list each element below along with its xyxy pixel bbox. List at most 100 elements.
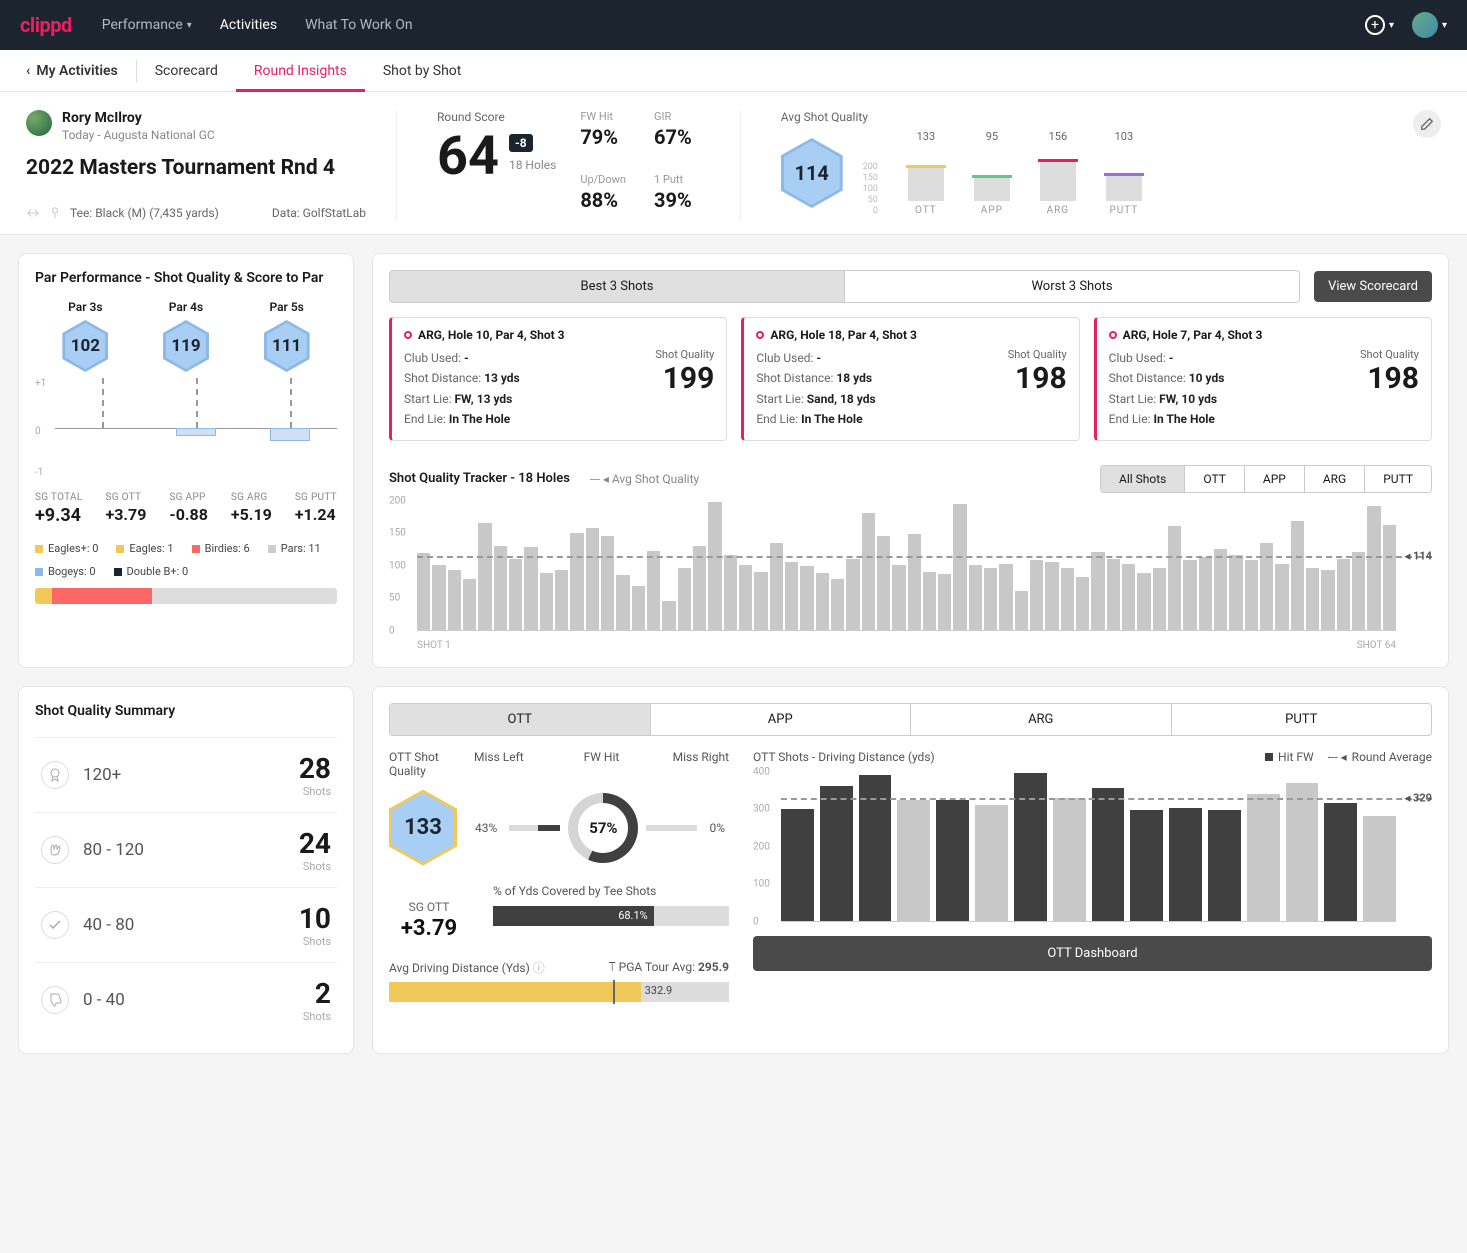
tracker-legend: --- ◂ Avg Shot Quality	[590, 472, 699, 486]
shot-head: ARG, Hole 18, Par 4, Shot 3	[756, 328, 1066, 342]
subnav-item[interactable]: Scorecard	[137, 50, 236, 91]
round-header: Rory McIlroy Today - Augusta National GC…	[0, 92, 1467, 235]
shot-head-label: ARG, Hole 18, Par 4, Shot 3	[770, 328, 917, 342]
tracker-legend-label: Avg Shot Quality	[612, 472, 699, 486]
legend-swatch	[114, 568, 122, 576]
par-performance-card: Par Performance - Shot Quality & Score t…	[18, 253, 354, 668]
tracker-bar	[1168, 526, 1181, 629]
asq-bar	[974, 177, 1010, 201]
par-col: Par 3s102	[62, 300, 108, 372]
legend-item: Pars: 11	[268, 542, 321, 555]
tracker-bar	[739, 565, 752, 630]
dd-legend-avg: --- ◂ Round Average	[1328, 750, 1432, 764]
subnav-item[interactable]: Round Insights	[236, 50, 365, 91]
shot-head-label: ARG, Hole 7, Par 4, Shot 3	[1123, 328, 1263, 342]
mini-stat: GIR67%	[654, 110, 700, 157]
par-hex: 102	[62, 320, 108, 372]
profile-menu[interactable]: ▾	[1412, 12, 1447, 38]
shot-quality-value: 198	[1360, 361, 1419, 396]
topnav-link[interactable]: Performance ▾	[102, 17, 192, 33]
sqs-row: 0 - 40 2 Shots	[35, 962, 337, 1037]
tracker-tab[interactable]: OTT	[1184, 466, 1244, 492]
dd-bar	[1363, 816, 1396, 920]
course-icon	[26, 206, 40, 220]
tracker-bar	[785, 562, 798, 630]
legend-label: Double B+: 0	[127, 565, 189, 578]
shot-card[interactable]: ARG, Hole 18, Par 4, Shot 3 Club Used: -…	[741, 317, 1079, 441]
ott-tab[interactable]: ARG	[910, 704, 1171, 735]
edit-button[interactable]	[1413, 110, 1441, 138]
tracker-tab[interactable]: PUTT	[1364, 466, 1431, 492]
back-my-activities[interactable]: ‹ My Activities	[26, 50, 136, 91]
add-menu[interactable]: + ▾	[1365, 15, 1394, 35]
tracker-avg-tag: ◂ 114	[1405, 550, 1432, 563]
dd-bar	[975, 805, 1008, 920]
help-icon[interactable]: ⓘ	[533, 961, 545, 975]
sg-value: +9.34	[35, 505, 83, 526]
tracker-bar	[953, 504, 966, 630]
shot-card[interactable]: ARG, Hole 10, Par 4, Shot 3 Club Used: -…	[389, 317, 727, 441]
topnav-link[interactable]: What To Work On	[305, 17, 413, 33]
axis-label: 0	[35, 426, 41, 437]
dd-bar	[1169, 808, 1202, 920]
dd-bar	[1130, 810, 1163, 921]
ott-tab[interactable]: PUTT	[1171, 704, 1432, 735]
dd-bar	[820, 786, 853, 920]
asq-col-value: 103	[1115, 130, 1134, 143]
shot-card[interactable]: ARG, Hole 7, Par 4, Shot 3 Club Used: - …	[1094, 317, 1432, 441]
sg-col: SG OTT+3.79	[106, 492, 147, 526]
shot-quality-label: Shot Quality	[1008, 348, 1067, 361]
best-worst-tab[interactable]: Worst 3 Shots	[844, 271, 1299, 302]
tracker-tab[interactable]: ARG	[1304, 466, 1364, 492]
shot-club: Club Used: -	[756, 348, 875, 368]
tracker-tab[interactable]: APP	[1244, 466, 1304, 492]
tracker-bar	[1199, 557, 1212, 629]
logo[interactable]: clippd	[20, 13, 72, 37]
mini-stat-label: GIR	[654, 110, 700, 123]
dist-segment	[35, 588, 52, 604]
sg-col: SG TOTAL+9.34	[35, 492, 83, 526]
tracker-bar	[708, 502, 721, 630]
avg-drive-label: Avg Driving Distance (Yds) ⓘ	[389, 959, 545, 976]
link-label: Activities	[220, 17, 277, 33]
ott-dashboard-button[interactable]: OTT Dashboard	[753, 936, 1432, 971]
par-bar-group	[166, 378, 226, 478]
tracker-bar	[647, 551, 660, 630]
ott-tab[interactable]: OTT	[390, 704, 650, 735]
avg-drive-bar: 332.9	[389, 982, 729, 1002]
sg-value: +5.19	[231, 505, 272, 524]
pct-covered-bar: 68.1%	[493, 906, 729, 926]
view-scorecard-button[interactable]: View Scorecard	[1314, 271, 1432, 302]
legend-label: Eagles: 1	[129, 542, 173, 555]
mini-stat-label: Up/Down	[580, 173, 626, 186]
shot-club: Club Used: -	[404, 348, 520, 368]
tracker-tab[interactable]: All Shots	[1101, 466, 1184, 492]
tracker-bar	[1030, 560, 1043, 630]
ott-tab[interactable]: APP	[650, 704, 911, 735]
topnav-link[interactable]: Activities	[220, 17, 277, 33]
chevron-down-icon: ▾	[1442, 20, 1447, 31]
asq-mark	[972, 175, 1012, 178]
dd-bar	[1053, 798, 1086, 921]
dd-bar	[936, 800, 969, 921]
tracker-bar	[448, 570, 461, 629]
dist-segment	[52, 588, 153, 604]
subnav-item[interactable]: Shot by Shot	[365, 50, 480, 91]
tracker-axis-label: 100	[389, 560, 406, 571]
best-worst-tab[interactable]: Best 3 Shots	[390, 271, 844, 302]
mini-stat: 1 Putt39%	[654, 173, 700, 220]
avatar	[1412, 12, 1438, 38]
miss-right-bar	[646, 825, 697, 831]
dd-legend-hit-label: Hit FW	[1278, 750, 1314, 764]
dd-bar	[1014, 773, 1047, 920]
shot-dot-icon	[756, 331, 764, 339]
tracker-bar	[1214, 549, 1227, 630]
ott-left-panel: OTT Shot Quality Miss Left FW Hit Miss R…	[389, 750, 729, 1002]
pct-covered-value: 68.1%	[618, 909, 648, 922]
shot-head: ARG, Hole 7, Par 4, Shot 3	[1109, 328, 1419, 342]
dd-axis-label: 100	[753, 879, 770, 890]
vs-par-badge: -8	[509, 134, 533, 152]
mini-stat-value: 39%	[654, 188, 700, 212]
sqs-shots-label: Shots	[299, 785, 331, 798]
pga-avg: ⟙ PGA Tour Avg: 295.9	[609, 960, 729, 975]
